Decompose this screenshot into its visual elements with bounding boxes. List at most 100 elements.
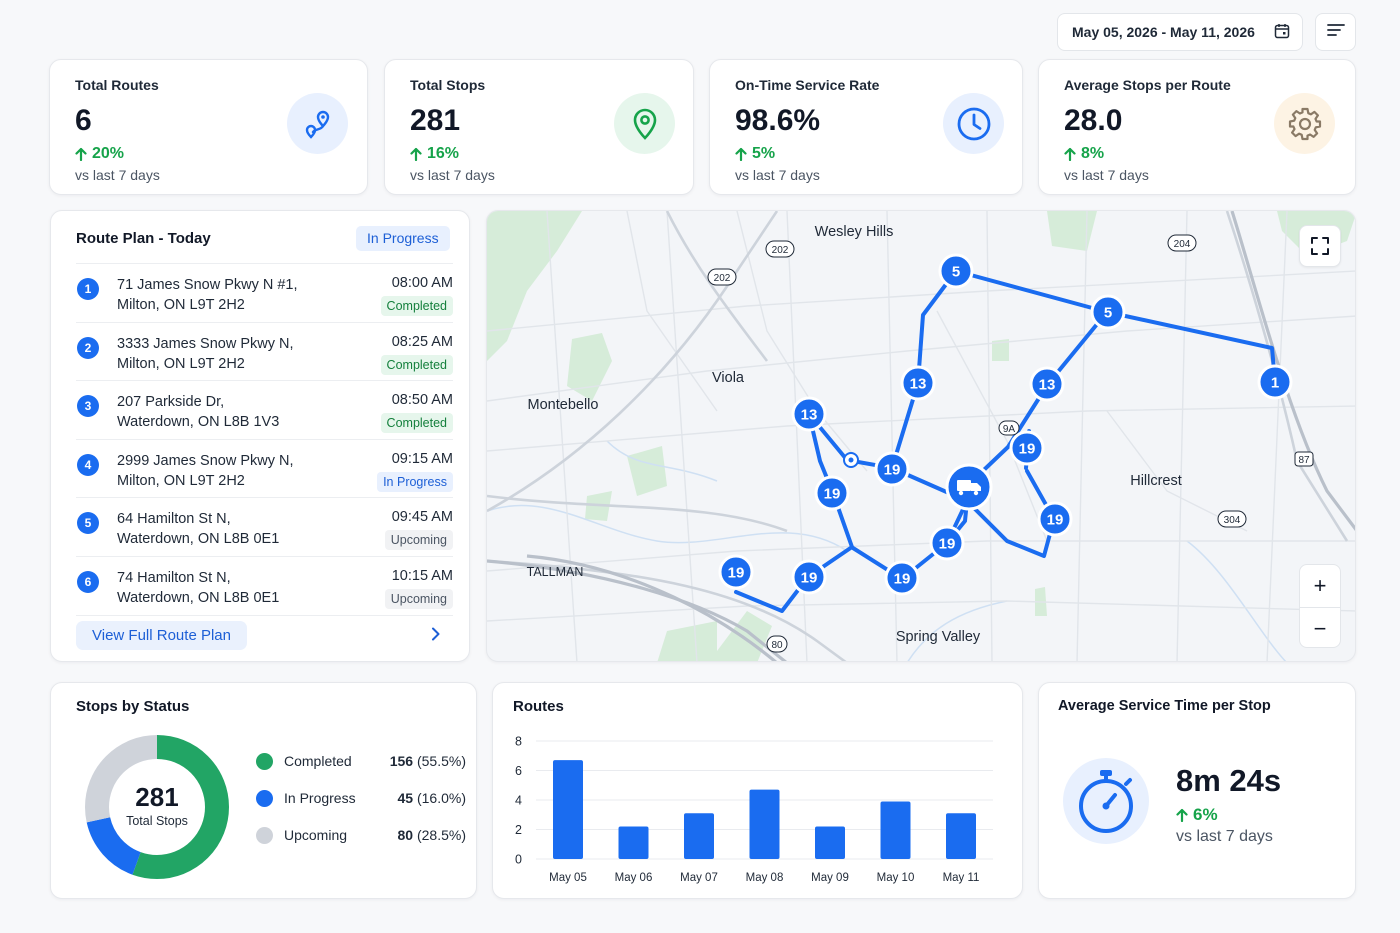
stop-time: 08:50 AM bbox=[391, 392, 453, 409]
kpi-value: 6 bbox=[75, 104, 92, 137]
route-map[interactable]: 202 202 204 87 304 80 9A Wesley Hills Vi… bbox=[486, 210, 1356, 662]
stop-address: 207 Parkside Dr, Waterdown, ON L8B 1V3 bbox=[117, 394, 280, 431]
place-label: Viola bbox=[712, 370, 745, 386]
map-canvas: 202 202 204 87 304 80 9A Wesley Hills Vi… bbox=[487, 211, 1355, 661]
stop-status-badge: Upcoming bbox=[384, 588, 453, 609]
routes-bar-chart: 0 2 4 6 8 May 05 May 06 May 07 May 08 May 09 May 1… bbox=[515, 735, 993, 884]
kpi-delta: 16% bbox=[410, 145, 459, 163]
map-stop-marker: 19 bbox=[874, 451, 910, 487]
stops-by-status-card: Stops by Status 281 Total Stops Complete… bbox=[50, 682, 477, 899]
stop-address: 3333 James Snow Pkwy N, Milton, ON L9T 2H… bbox=[117, 335, 294, 372]
map-stop-marker: 19 bbox=[884, 560, 920, 596]
svg-text:19: 19 bbox=[801, 570, 818, 587]
stop-status-badge: Completed bbox=[380, 296, 453, 316]
kpi-avg-stops-per-route: Average Stops per Route 28.0 8% vs last … bbox=[1038, 59, 1356, 195]
map-stop-marker: 19 bbox=[929, 525, 965, 561]
x-tick-label: May 07 bbox=[680, 872, 718, 884]
map-stop-marker: 13 bbox=[791, 396, 827, 432]
stop-time: 08:00 AM bbox=[391, 275, 453, 291]
svg-text:87: 87 bbox=[1298, 455, 1310, 466]
svg-text:204: 204 bbox=[1174, 239, 1191, 250]
stop-time: 09:15 AM bbox=[391, 450, 453, 467]
stop-address: 2999 James Snow Pkwy N, Milton, ON L9T 2H… bbox=[117, 452, 294, 489]
route-status-badge: In Progress bbox=[356, 226, 450, 251]
legend-completed: Completed 156 (55.5%) bbox=[256, 751, 466, 771]
place-label: Spring Valley bbox=[896, 629, 981, 645]
stop-number: 4 bbox=[77, 453, 99, 476]
status-donut-chart bbox=[85, 735, 229, 879]
map-parks bbox=[487, 211, 1355, 661]
kpi-on-time-rate: On-Time Service Rate 98.6% 5% vs last 7 … bbox=[709, 59, 1023, 195]
route-stop-row[interactable]: 1 71 James Snow Pkwy N #1, Milton, ON L9T… bbox=[76, 264, 453, 323]
svg-text:19: 19 bbox=[939, 536, 956, 553]
route-stop-row[interactable]: 5 64 Hamilton St N, Waterdown, ON L8B 0E1… bbox=[76, 498, 453, 557]
donut-total: 281 bbox=[135, 782, 179, 812]
route-stop-row[interactable]: 2 3333 James Snow Pkwy N, Milton, ON L9T … bbox=[76, 323, 453, 382]
road-shields: 202 202 204 87 304 80 9A bbox=[707, 234, 1314, 653]
arrow-up-icon bbox=[410, 147, 422, 161]
zoom-controls: + − bbox=[1299, 564, 1341, 648]
bar bbox=[946, 813, 976, 859]
road-shield: 202 bbox=[765, 240, 795, 258]
route-stop-row[interactable]: 6 74 Hamilton St N, Waterdown, ON L8B 0E1… bbox=[76, 557, 453, 616]
map-stop-marker: 19 bbox=[1009, 430, 1045, 466]
stop-status-badge: Upcoming bbox=[384, 530, 453, 551]
place-label: TALLMAN bbox=[527, 565, 584, 579]
y-tick-label: 2 bbox=[515, 823, 522, 837]
place-label: Hillcrest bbox=[1130, 473, 1182, 489]
svg-text:202: 202 bbox=[772, 245, 789, 256]
road-shield: 9A bbox=[998, 420, 1020, 436]
route-plan-card: Route Plan - Today In Progress 1 71 Jame… bbox=[50, 210, 470, 662]
gear-icon bbox=[1274, 93, 1335, 154]
svg-text:13: 13 bbox=[910, 376, 927, 393]
legend-dot bbox=[256, 789, 273, 807]
svg-text:19: 19 bbox=[894, 571, 911, 588]
map-stop-marker: 13 bbox=[1029, 366, 1065, 402]
view-full-route-plan-button[interactable]: View Full Route Plan bbox=[76, 621, 247, 650]
filter-button[interactable] bbox=[1315, 13, 1356, 51]
kpi-sub: vs last 7 days bbox=[410, 167, 495, 183]
avg-service-time-card: Average Service Time per Stop 8m 24s 6% … bbox=[1038, 682, 1356, 899]
kpi-delta: 8% bbox=[1064, 145, 1104, 163]
kpi-value: 28.0 bbox=[1064, 104, 1123, 137]
routes-chart-title: Routes bbox=[513, 698, 564, 715]
avg-service-time-delta: 6% bbox=[1176, 805, 1218, 825]
svg-text:19: 19 bbox=[1047, 512, 1064, 529]
x-tick-label: May 10 bbox=[877, 872, 915, 884]
stop-address: 74 Hamilton St N, Waterdown, ON L8B 0E1 bbox=[117, 569, 280, 606]
x-tick-label: May 06 bbox=[615, 872, 653, 884]
map-stop-marker: 13 bbox=[900, 365, 936, 401]
arrow-up-icon bbox=[1176, 808, 1188, 822]
y-tick-label: 8 bbox=[515, 735, 522, 749]
route-stop-row[interactable]: 4 2999 James Snow Pkwy N, Milton, ON L9T … bbox=[76, 440, 453, 499]
place-labels: Wesley Hills Viola Montebello Hillcrest … bbox=[527, 224, 1182, 645]
route-stop-row[interactable]: 3 207 Parkside Dr, Waterdown, ON L8B 1V3 … bbox=[76, 381, 453, 440]
stop-number: 6 bbox=[77, 570, 99, 593]
fullscreen-button[interactable] bbox=[1299, 225, 1341, 267]
chevron-right-icon[interactable] bbox=[431, 627, 441, 646]
arrow-up-icon bbox=[1064, 147, 1076, 161]
map-major-roads bbox=[487, 211, 1349, 661]
kpi-label: Total Routes bbox=[75, 77, 159, 93]
road-shield: 202 bbox=[707, 268, 737, 286]
stop-status-badge: In Progress bbox=[377, 471, 453, 492]
y-tick-label: 6 bbox=[515, 764, 522, 778]
map-stop-marker: 19 bbox=[718, 554, 754, 590]
kpi-label: Total Stops bbox=[410, 77, 486, 93]
svg-text:1: 1 bbox=[1271, 375, 1279, 392]
route-icon bbox=[287, 93, 348, 154]
legend-upcoming: Upcoming 80 (28.5%) bbox=[256, 825, 466, 845]
map-stop-marker: 19 bbox=[814, 475, 850, 511]
road-shield: 204 bbox=[1167, 234, 1197, 252]
zoom-out-button[interactable]: − bbox=[1300, 607, 1340, 649]
svg-text:80: 80 bbox=[771, 640, 783, 651]
x-tick-label: May 09 bbox=[811, 872, 849, 884]
calendar-icon bbox=[1274, 23, 1290, 42]
truck-marker bbox=[945, 463, 993, 511]
zoom-in-button[interactable]: + bbox=[1313, 573, 1327, 598]
stop-status-badge: Completed bbox=[380, 354, 453, 375]
date-range-picker[interactable]: May 05, 2026 - May 11, 2026 bbox=[1057, 13, 1303, 51]
stop-address: 71 James Snow Pkwy N #1, Milton, ON L9T 2… bbox=[117, 277, 298, 313]
legend-in-progress: In Progress 45 (16.0%) bbox=[256, 788, 466, 808]
arrow-up-icon bbox=[735, 147, 747, 161]
